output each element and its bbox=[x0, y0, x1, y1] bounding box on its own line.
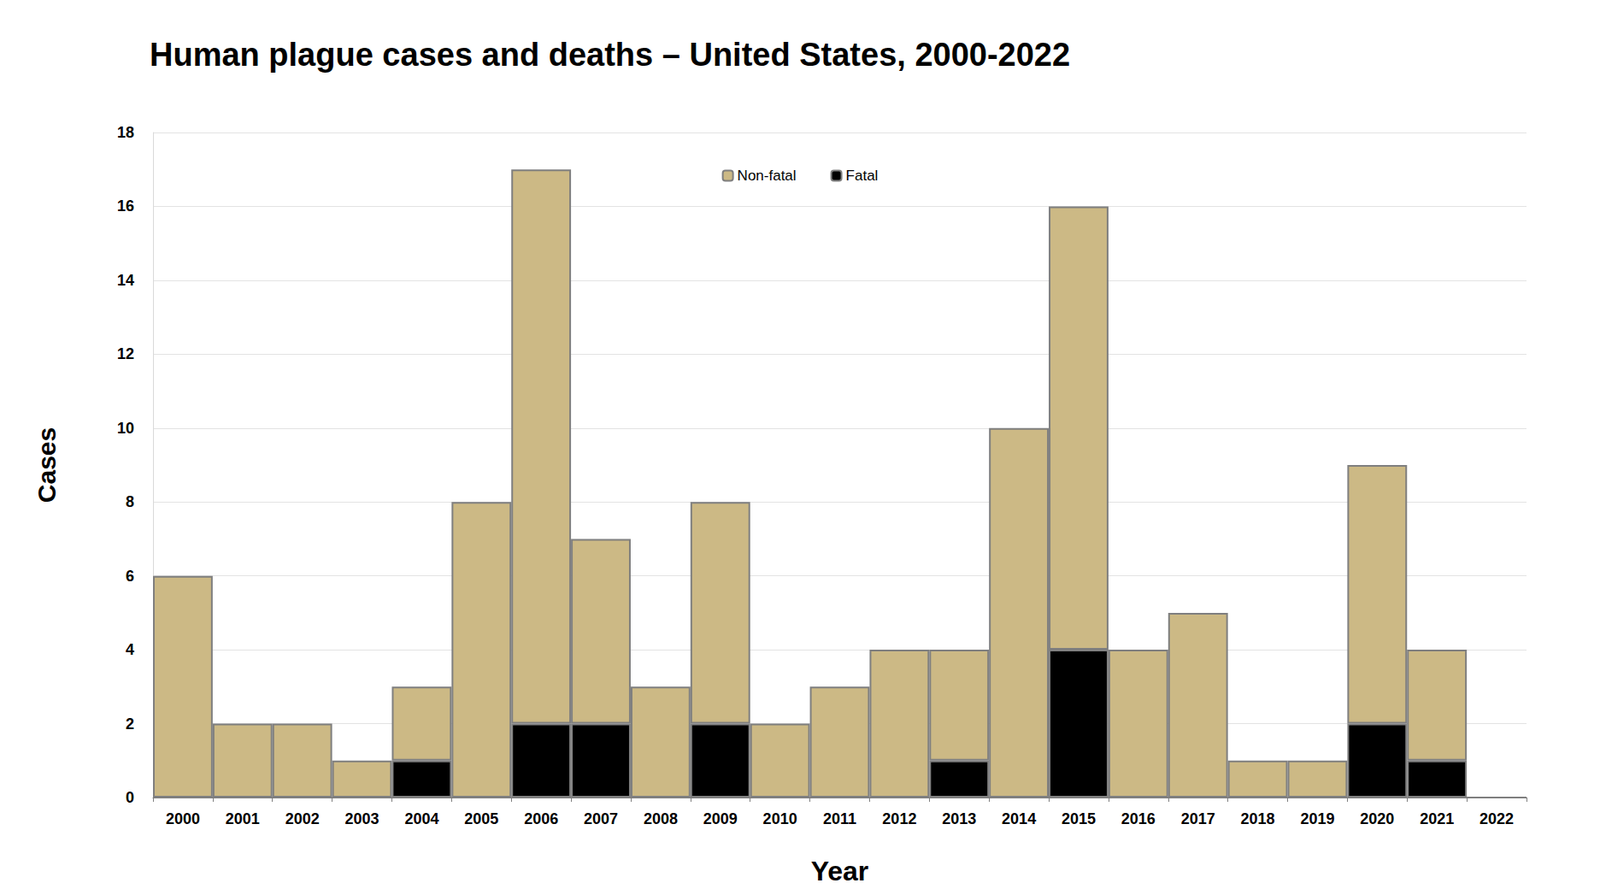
svg-text:Fatal: Fatal bbox=[846, 167, 879, 184]
svg-text:2013: 2013 bbox=[941, 810, 977, 828]
svg-text:Year: Year bbox=[811, 855, 870, 887]
svg-text:Human plague cases and deaths: Human plague cases and deaths – United S… bbox=[149, 36, 1071, 73]
svg-text:2006: 2006 bbox=[523, 810, 559, 828]
svg-text:2014: 2014 bbox=[1001, 810, 1036, 828]
svg-text:2010: 2010 bbox=[763, 810, 798, 828]
svg-text:4: 4 bbox=[125, 641, 135, 659]
svg-text:8: 8 bbox=[125, 493, 135, 511]
svg-text:2001: 2001 bbox=[225, 810, 260, 828]
svg-text:2000: 2000 bbox=[165, 810, 200, 828]
svg-text:14: 14 bbox=[117, 271, 135, 289]
svg-text:2002: 2002 bbox=[285, 810, 320, 828]
svg-text:2015: 2015 bbox=[1061, 810, 1096, 828]
svg-text:2018: 2018 bbox=[1241, 810, 1276, 828]
svg-text:2: 2 bbox=[125, 715, 135, 733]
svg-text:2005: 2005 bbox=[464, 810, 499, 828]
svg-text:Non-fatal: Non-fatal bbox=[737, 167, 797, 184]
svg-text:10: 10 bbox=[117, 419, 135, 437]
svg-text:2003: 2003 bbox=[345, 810, 380, 828]
svg-text:2012: 2012 bbox=[882, 810, 917, 828]
svg-text:0: 0 bbox=[125, 788, 135, 806]
svg-text:2020: 2020 bbox=[1359, 810, 1395, 828]
svg-text:16: 16 bbox=[117, 197, 135, 215]
svg-text:2016: 2016 bbox=[1121, 810, 1156, 828]
svg-text:2021: 2021 bbox=[1419, 810, 1454, 828]
svg-text:2022: 2022 bbox=[1479, 810, 1514, 828]
svg-text:2011: 2011 bbox=[823, 810, 857, 828]
svg-text:2007: 2007 bbox=[583, 810, 618, 828]
svg-text:12: 12 bbox=[117, 345, 135, 363]
svg-text:18: 18 bbox=[117, 123, 135, 142]
svg-text:Cases: Cases bbox=[32, 427, 61, 503]
svg-text:2009: 2009 bbox=[703, 810, 738, 828]
svg-text:2017: 2017 bbox=[1181, 810, 1216, 828]
svg-text:2004: 2004 bbox=[404, 810, 439, 828]
svg-text:2008: 2008 bbox=[643, 810, 678, 828]
svg-text:2019: 2019 bbox=[1300, 810, 1335, 828]
svg-text:6: 6 bbox=[125, 567, 135, 585]
